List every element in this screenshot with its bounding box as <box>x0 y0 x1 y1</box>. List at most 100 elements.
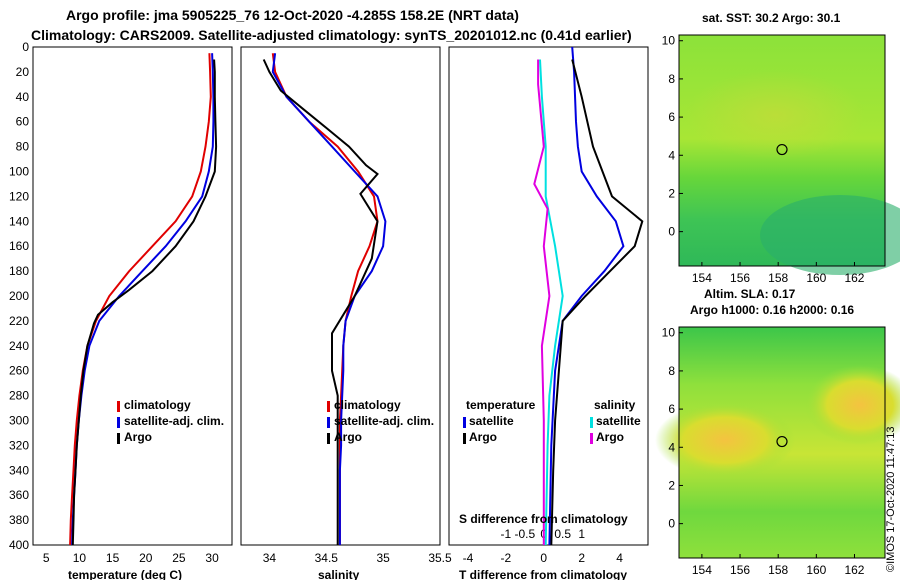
x-tick-label: 20 <box>139 551 153 565</box>
legend-argo-swatch <box>117 433 120 444</box>
legend-satellite-label: satellite-adj. clim. <box>124 414 224 428</box>
depth-tick-label: 240 <box>9 339 29 353</box>
t-difference-axis-label: T difference from climatology <box>459 568 627 580</box>
legend-climatology-swatch <box>327 401 330 412</box>
depth-tick-label: 320 <box>9 438 29 452</box>
depth-tick-label: 360 <box>9 488 29 502</box>
x-tick-label: 2 <box>578 551 585 565</box>
temperature-lines <box>69 53 218 546</box>
depth-tick-label: 180 <box>9 264 29 278</box>
depth-tick-label: 200 <box>9 289 29 303</box>
map-x-tick-label: 156 <box>730 563 750 577</box>
sla-warm-patch-east <box>805 365 900 445</box>
legend-argo-swatch <box>327 433 330 444</box>
temperature-tick-labels: 5 10 15 20 25 30 <box>43 551 219 565</box>
sla-map-title-1: Altim. SLA: 0.17 <box>704 287 796 301</box>
argo-location-marker <box>776 435 788 448</box>
depth-tick-label: 340 <box>9 463 29 477</box>
map-y-tick-label: 6 <box>668 110 675 124</box>
x-tick-label: 4 <box>616 551 623 565</box>
map-x-tick-label: 158 <box>768 563 788 577</box>
argo-location-marker <box>776 143 788 156</box>
sla-map-ticks: 154 156 158 160 162 10 8 6 4 2 0 <box>662 326 865 577</box>
map-x-tick-label: 154 <box>692 271 712 285</box>
map-x-tick-label: 160 <box>806 271 826 285</box>
salinity-legend: climatology satellite-adj. clim. Argo <box>327 398 434 444</box>
difference-lines <box>533 46 644 546</box>
imos-timestamp: ©IMOS 17-Oct-2020 11:47:13 <box>885 427 897 572</box>
sla-warm-patch-west <box>655 402 795 478</box>
s-difference-axis-label: S difference from climatology <box>459 512 628 526</box>
s-diff-tick-label: -0.5 <box>514 527 535 541</box>
difference-legend-right: salinity satellite Argo <box>590 398 641 444</box>
map-y-tick-label: 10 <box>662 34 676 48</box>
depth-tick-label: 300 <box>9 414 29 428</box>
x-tick-label: 34 <box>263 551 277 565</box>
map-x-tick-label: 162 <box>844 271 864 285</box>
temperature-panel: 0 20 40 60 80 100 120 140 160 180 200 220 240 260 280 3… <box>9 40 233 580</box>
map-y-tick-label: 6 <box>668 402 675 416</box>
map-y-tick-label: 8 <box>668 364 675 378</box>
salinity-lines <box>262 53 387 545</box>
salinity-tick-labels: 34 34.5 35 35.5 <box>263 551 452 565</box>
temperature-axis-label: temperature (deg C) <box>68 568 182 580</box>
legend-s-argo-swatch <box>590 433 593 444</box>
map-y-tick-label: 8 <box>668 72 675 86</box>
legend-argo-label: Argo <box>334 430 362 444</box>
depth-tick-label: 160 <box>9 239 29 253</box>
depth-tick-label: 140 <box>9 214 29 228</box>
depth-tick-label: 20 <box>16 65 30 79</box>
legend-t-argo-label: Argo <box>469 430 497 444</box>
legend-s-satellite-swatch <box>590 417 593 428</box>
map-x-tick-label: 156 <box>730 271 750 285</box>
sst-map-panel: sat. SST: 30.2 Argo: 30.1 154 156 158 160 16… <box>662 11 900 285</box>
x-tick-label: 34.5 <box>315 551 339 565</box>
depth-tick-label: 260 <box>9 364 29 378</box>
legend-satellite-label: satellite-adj. clim. <box>334 414 434 428</box>
series-line-t-satellite <box>548 46 625 546</box>
depth-tick-label: 220 <box>9 314 29 328</box>
series-line-t-argo <box>550 59 644 546</box>
x-tick-label: 0 <box>540 551 547 565</box>
legend-climatology-label: climatology <box>334 398 401 412</box>
legend-t-satellite-swatch <box>463 417 466 428</box>
map-y-tick-label: 2 <box>668 478 675 492</box>
depth-tick-label: 380 <box>9 513 29 527</box>
x-tick-label: 35.5 <box>428 551 452 565</box>
legend-climatology-label: climatology <box>124 398 191 412</box>
legend-t-argo-swatch <box>463 433 466 444</box>
series-line-s-argo <box>533 59 551 545</box>
sst-map-border <box>678 34 886 267</box>
sst-cool-patch <box>760 195 900 275</box>
legend-s-argo-label: Argo <box>596 430 624 444</box>
map-y-tick-label: 0 <box>668 517 675 531</box>
series-line-argo <box>71 59 218 546</box>
temperature-frame <box>32 46 233 546</box>
legend-climatology-swatch <box>117 401 120 412</box>
sst-map-title: sat. SST: 30.2 Argo: 30.1 <box>702 11 841 25</box>
depth-tick-label: 100 <box>9 165 29 179</box>
legend-argo-label: Argo <box>124 430 152 444</box>
x-tick-label: -2 <box>501 551 512 565</box>
x-tick-label: 30 <box>205 551 219 565</box>
salinity-panel: 34 34.5 35 35.5 salinity climatology satell… <box>240 46 452 580</box>
depth-tick-labels: 0 20 40 60 80 100 120 140 160 180 200 220 240 260 280 3… <box>9 40 29 552</box>
series-line-argo <box>262 59 379 545</box>
x-tick-label: 5 <box>43 551 50 565</box>
depth-tick-label: 80 <box>16 140 30 154</box>
depth-tick-label: 120 <box>9 189 29 203</box>
difference-panel: -4 -2 0 2 4 -1 -0.5 0 0.5 1 T difference from cl… <box>448 46 649 580</box>
title-line-2: Climatology: CARS2009. Satellite-adjuste… <box>31 27 632 43</box>
map-x-tick-label: 158 <box>768 271 788 285</box>
salinity-axis-label: salinity <box>318 568 360 580</box>
map-x-tick-label: 162 <box>844 563 864 577</box>
x-tick-label: 15 <box>106 551 120 565</box>
series-line-climatology <box>69 53 212 546</box>
legend-s-satellite-label: satellite <box>596 414 641 428</box>
x-tick-label: 35 <box>376 551 390 565</box>
map-y-tick-label: 2 <box>668 186 675 200</box>
x-tick-label: 10 <box>73 551 87 565</box>
map-y-tick-label: 4 <box>668 440 675 454</box>
x-tick-label: -4 <box>463 551 474 565</box>
